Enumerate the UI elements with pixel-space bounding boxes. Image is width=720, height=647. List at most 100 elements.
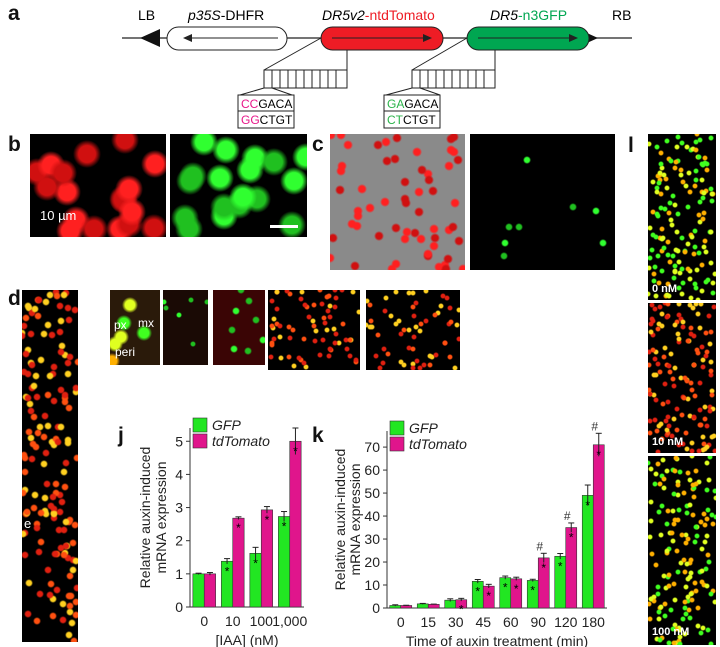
x-tick-label: 15 [420,614,436,630]
y-tick-label: 70 [364,439,380,455]
image-b-green [170,134,307,237]
panel-label-j: j [118,424,124,447]
significance-star: * [225,564,230,578]
panel-label-d: d [8,287,21,310]
promoter-repeats-2 [383,37,496,129]
legend-label-tdTomato: tdTomato [409,436,467,452]
label-px: px [114,318,127,332]
y-tick-label: 10 [364,577,380,593]
bar-tdTomato [289,440,302,608]
seq2-top: GAGACA [387,97,438,111]
label-peri: peri [115,345,136,359]
x-tick-label: 10 [225,613,241,629]
y-axis-label: mRNA expression [153,461,169,573]
significance-hash: # [591,419,598,433]
p35s-label: p35S-DHFR [187,7,264,23]
x-axis-label: Time of auxin treatment (min) [406,633,588,647]
y-tick-label: 50 [364,485,380,501]
x-tick-label: 0 [397,614,405,630]
significance-hash: # [564,509,571,523]
image-c-green [470,134,615,270]
marker-e: e [24,516,32,531]
significance-star: * [475,584,480,598]
y-axis-label: Relative auxin-induced [137,447,153,589]
image-d-root [22,290,78,642]
panel-label-c: c [312,133,324,156]
legend-swatch-GFP [389,420,405,436]
x-tick-label: 180 [582,614,606,630]
label-0nm: 0 nM [652,283,678,295]
bar-GFP [192,573,205,608]
significance-star: * [514,582,519,596]
seq1-bottom: GGCTGT [241,113,293,127]
significance-star: * [265,513,270,527]
legend-label-GFP: GFP [212,417,241,433]
x-tick-label: 90 [530,614,546,630]
significance-star: * [486,589,491,603]
significance-star: * [569,531,574,545]
x-tick-label: 100 [250,613,274,629]
bar-tdTomato [400,605,413,609]
label-10nm: 10 nM [652,436,684,448]
y-tick-label: 4 [175,466,183,482]
image-i [366,290,460,370]
significance-star: * [530,583,535,597]
significance-star: * [282,520,287,534]
y-tick-label: 60 [364,462,380,478]
image-e [110,290,160,365]
image-c-brightfield [330,134,465,270]
bar-tdTomato [427,604,440,609]
dr5v2-label: DR5v2-ntdTomato [322,7,435,23]
y-tick-label: 3 [175,500,183,516]
significance-star: * [558,559,563,573]
dr5-label: DR5-n3GFP [490,7,567,23]
significance-hash: # [536,539,543,553]
legend-swatch-tdTomato [192,433,208,449]
y-tick-label: 5 [175,433,183,449]
image-l-10nm [648,303,716,453]
x-tick-label: 1,000 [272,613,307,629]
x-tick-label: 0 [200,613,208,629]
label-100nm: 100 nM [652,626,690,638]
lb-label: LB [138,7,155,23]
y-tick-label: 40 [364,508,380,524]
significance-star: * [585,498,590,512]
seq1-top: CCGACA [241,97,292,111]
y-tick-label: 20 [364,554,380,570]
rb-label: RB [612,7,631,23]
significance-star: * [541,561,546,575]
image-b-red [30,134,166,237]
image-l-100nm [648,456,716,645]
significance-star: * [236,521,241,535]
y-tick-label: 0 [175,599,183,615]
x-axis-label: [IAA] (nM) [215,632,278,647]
image-l-0nm [648,134,716,300]
lb-arrowhead [140,29,160,47]
legend-label-GFP: GFP [409,420,438,436]
image-f [163,290,208,365]
x-tick-label: 45 [475,614,491,630]
bar-tdTomato [592,444,605,609]
construct-diagram: LB RB p35S-DHFR DR5v2-ntdTomato DR5-n3GF… [122,7,632,129]
y-axis-label: mRNA expression [347,463,363,575]
significance-star: * [503,581,508,595]
promoter-repeats-1 [237,37,348,129]
y-axis-label: Relative auxin-induced [332,449,348,591]
x-tick-label: 60 [503,614,519,630]
bar-GFP [416,603,429,609]
x-tick-label: 120 [554,614,578,630]
scale-bar [270,225,298,228]
legend-swatch-GFP [192,417,208,433]
y-tick-label: 2 [175,533,183,549]
image-h [268,290,360,370]
bar-tdTomato [203,573,216,608]
legend-swatch-tdTomato [389,436,405,452]
scale-label: 10 µm [40,208,77,223]
image-g [213,290,265,365]
legend-label-tdTomato: tdTomato [212,433,270,449]
seq2-bottom: CTCTGT [387,113,436,127]
y-tick-label: 0 [372,600,380,616]
significance-star: * [293,444,298,458]
